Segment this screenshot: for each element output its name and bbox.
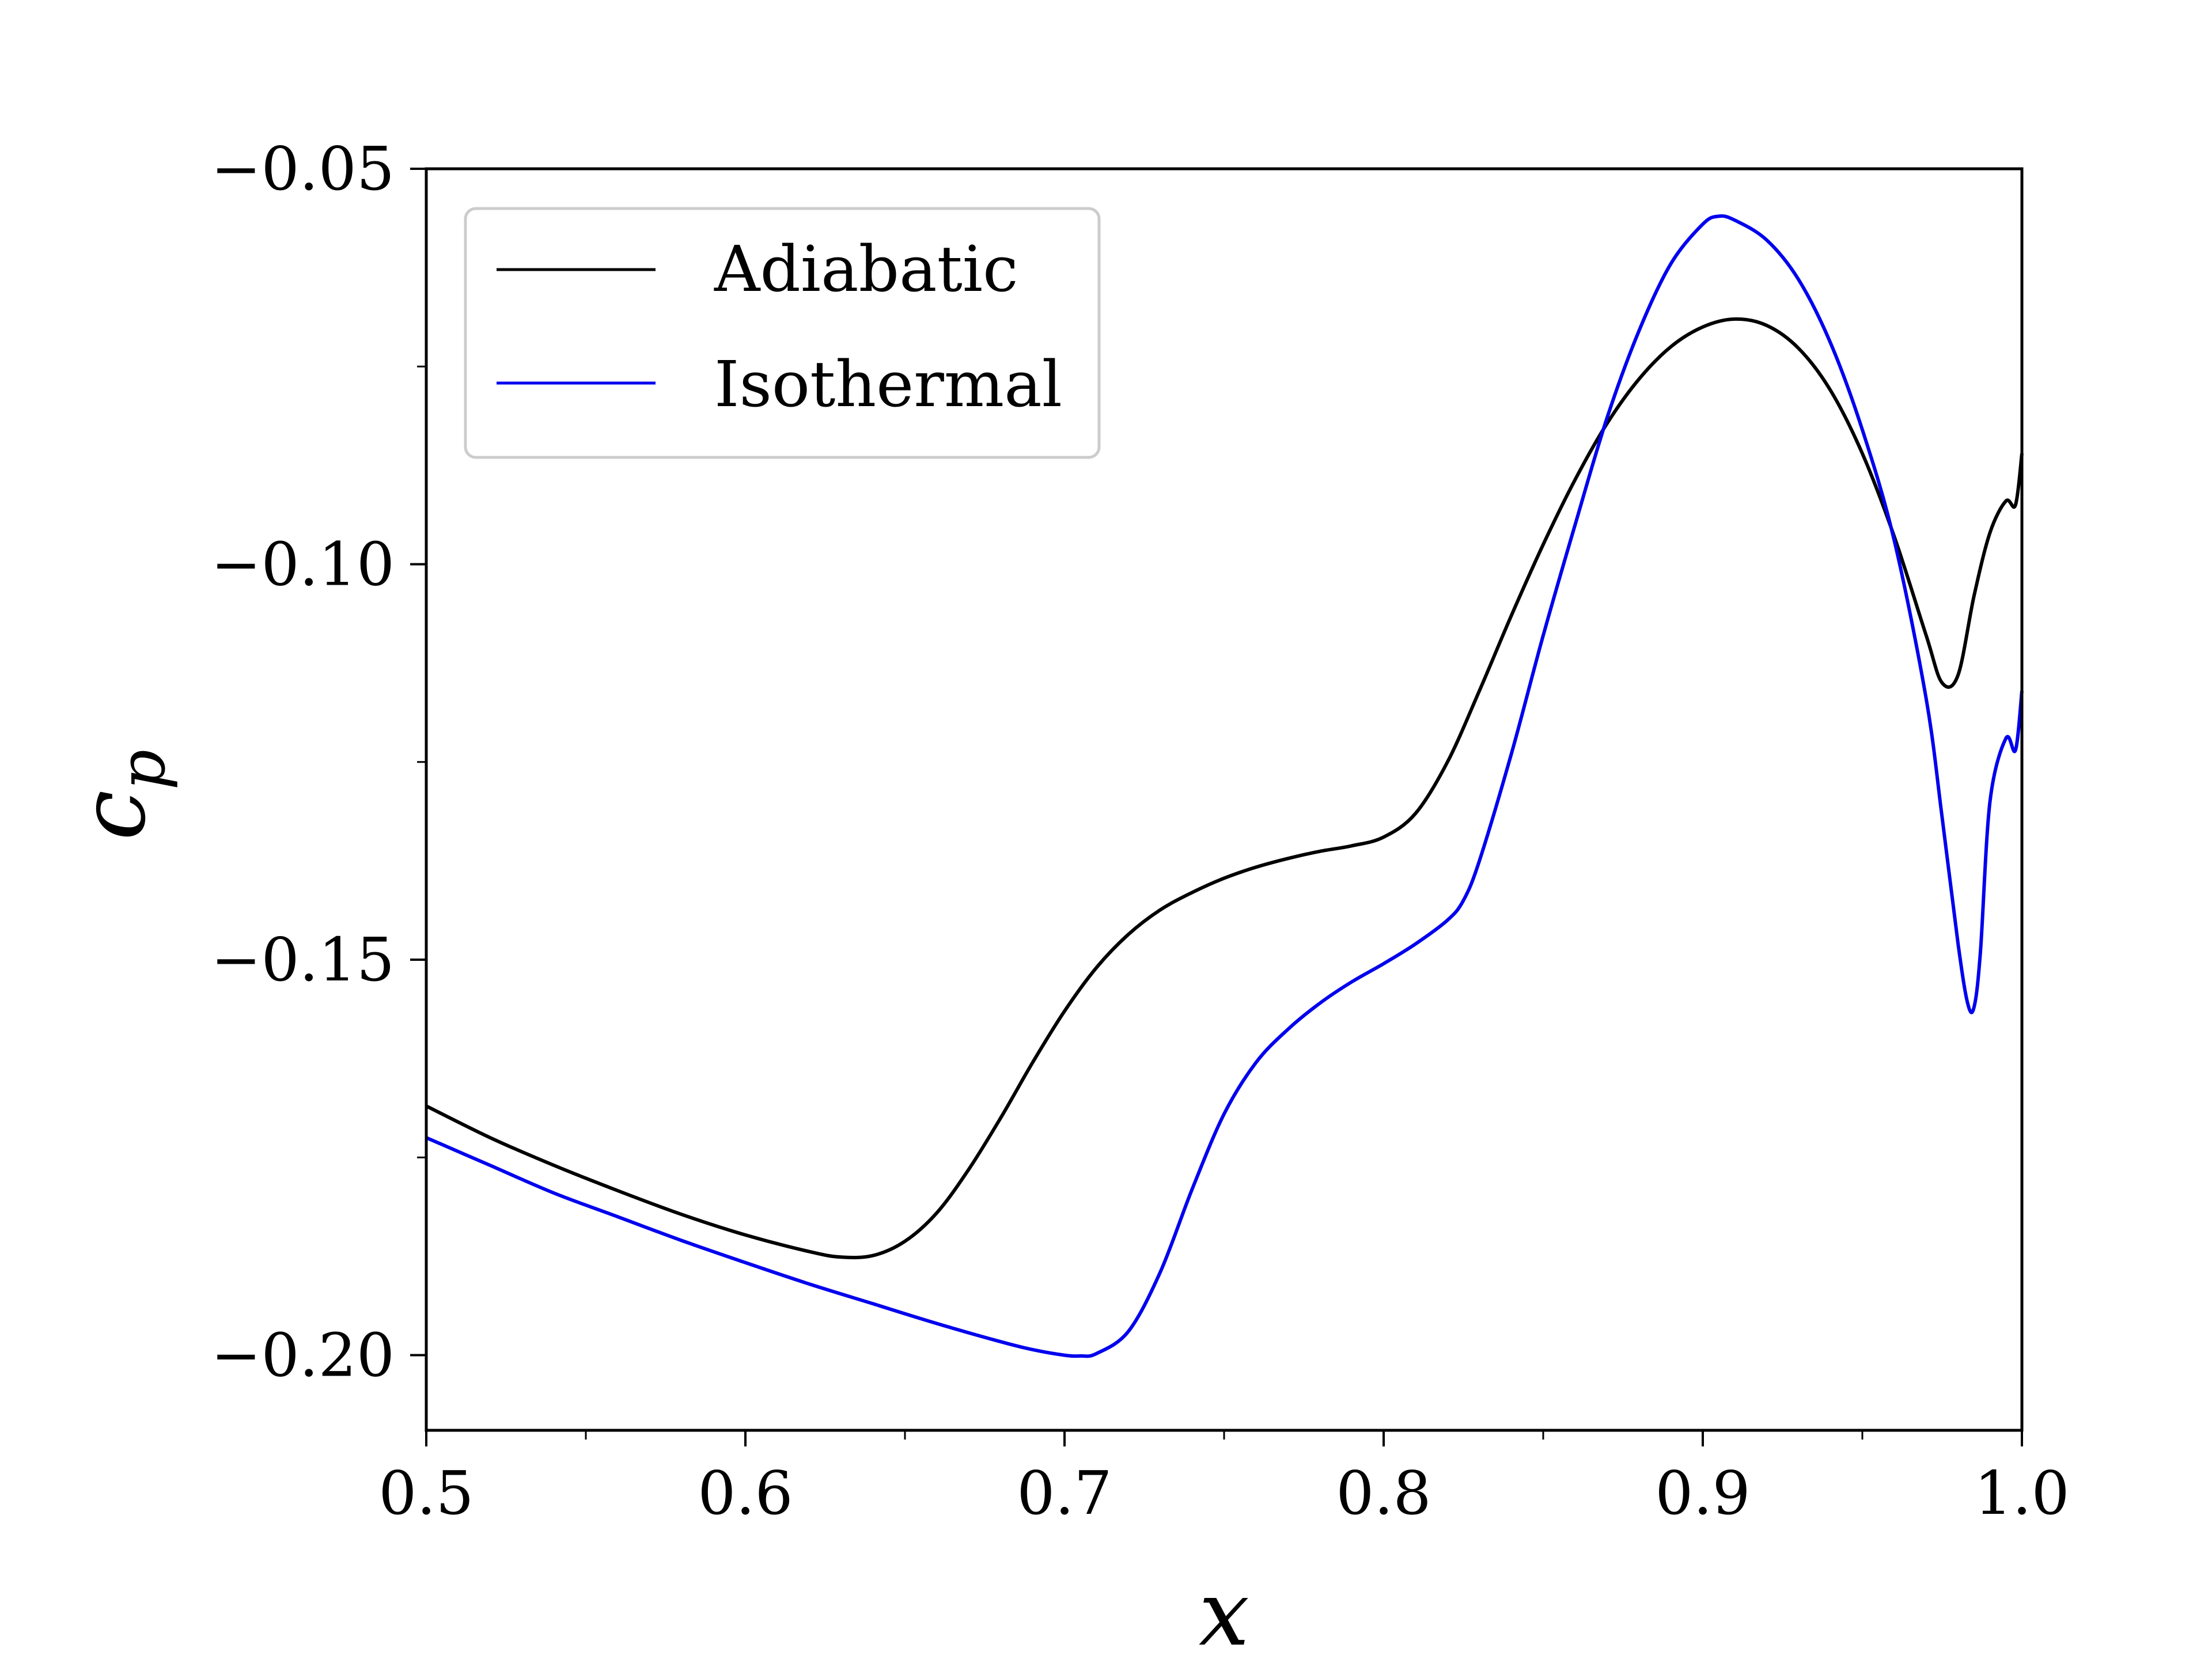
y-tick-label: −0.10 — [211, 529, 395, 600]
y-axis: −0.05 −0.10 −0.15 −0.20 — [211, 134, 426, 1391]
x-axis-label: x — [1199, 1561, 1249, 1659]
svg-text:cp: cp — [60, 749, 179, 840]
y-tick-label: −0.05 — [211, 134, 395, 204]
series-layer — [425, 214, 2024, 1358]
y-axis-label-subscript: p — [105, 749, 179, 790]
x-tick-label: 1.0 — [1974, 1458, 2069, 1528]
legend-label-isothermal: Isothermal — [714, 347, 1062, 421]
y-axis-label: cp — [60, 749, 179, 840]
x-tick-label: 0.7 — [1017, 1458, 1112, 1528]
x-tick-label: 0.6 — [698, 1458, 793, 1528]
y-tick-label: −0.15 — [211, 925, 395, 995]
y-tick-label: −0.20 — [211, 1320, 395, 1391]
x-axis: 0.5 0.6 0.7 0.8 0.9 1.0 — [378, 1430, 2070, 1528]
y-axis-label-main: c — [60, 790, 165, 840]
x-tick-label: 0.8 — [1336, 1458, 1431, 1528]
series-line-isothermal — [425, 214, 2024, 1358]
legend: Adiabatic Isothermal — [464, 207, 1101, 459]
x-tick-label: 0.5 — [378, 1458, 474, 1528]
legend-label-adiabatic: Adiabatic — [714, 232, 1018, 306]
x-tick-label: 0.9 — [1655, 1458, 1750, 1528]
